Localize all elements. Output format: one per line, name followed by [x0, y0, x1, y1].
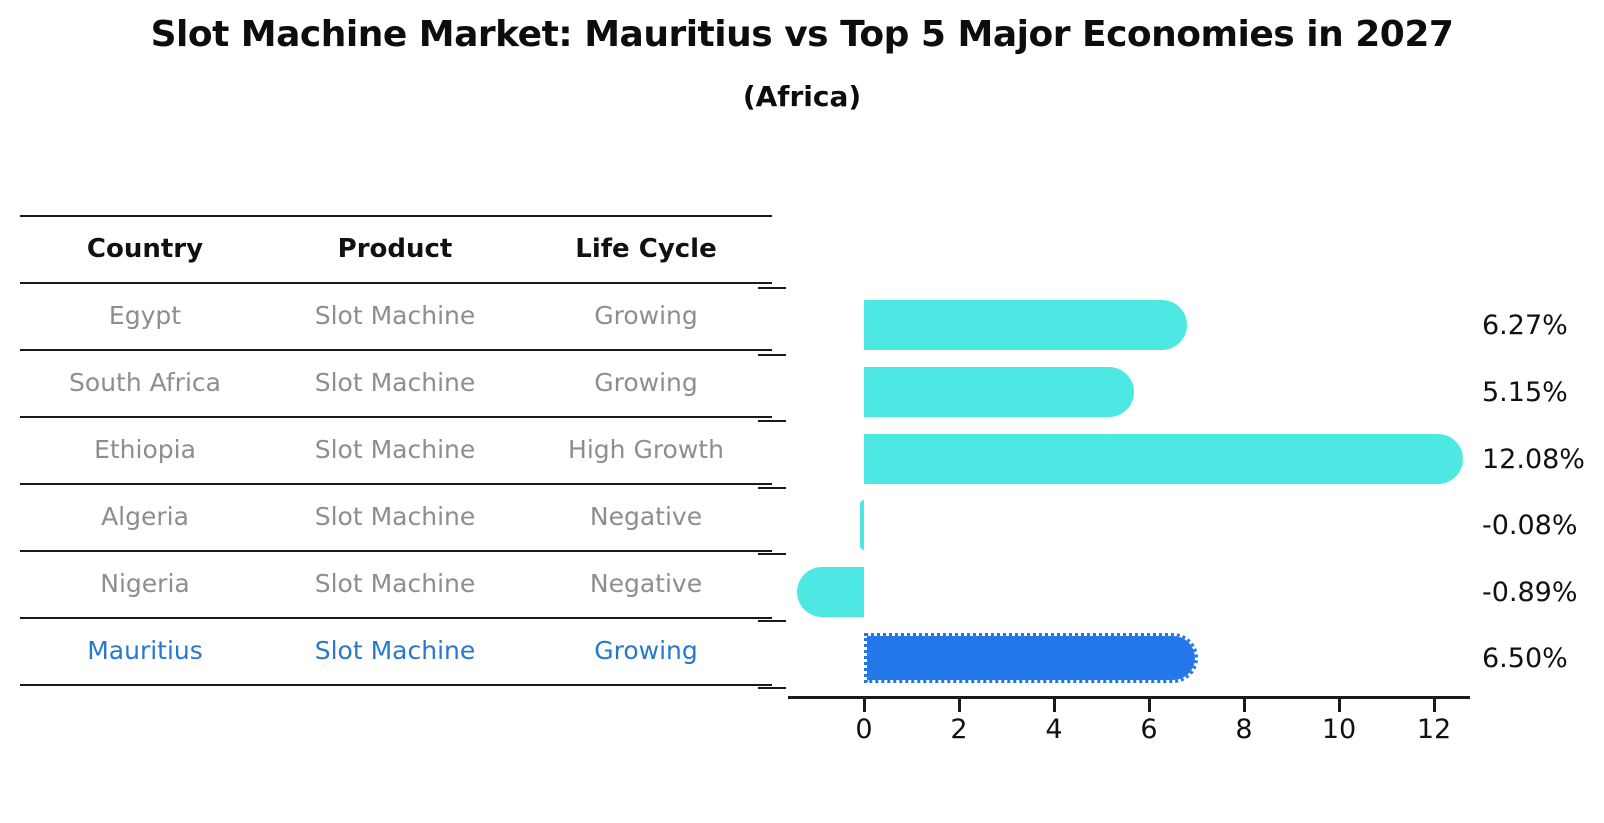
x-axis-tick-label: 8	[1235, 714, 1253, 745]
x-axis-tick	[1243, 699, 1246, 712]
x-axis-tick-label: 10	[1321, 714, 1357, 745]
table-cell-life_cycle: Growing	[594, 635, 698, 665]
table-rule-line	[20, 550, 772, 552]
table-cell-product: Slot Machine	[314, 568, 476, 598]
table-cell-product: Slot Machine	[314, 635, 476, 665]
y-axis-tick	[758, 353, 786, 356]
y-axis-tick	[758, 486, 786, 489]
table-rule-line	[20, 282, 772, 284]
x-axis-tick	[958, 699, 961, 712]
table-cell-product: Slot Machine	[314, 434, 476, 464]
table-header-life-cycle: Life Cycle	[575, 233, 717, 264]
bar-mauritius-highlight	[864, 633, 1198, 684]
bar-value-label: -0.08%	[1482, 510, 1578, 542]
table-rule-line	[20, 215, 772, 217]
table-cell-country: Nigeria	[100, 568, 190, 598]
table-rule-line	[20, 684, 772, 686]
table-rule-line	[20, 349, 772, 351]
table-cell-country: South Africa	[69, 367, 221, 397]
table-rule-line	[20, 416, 772, 418]
bar-nigeria	[796, 566, 864, 617]
x-axis-tick	[1433, 699, 1436, 712]
x-axis-tick	[1148, 699, 1151, 712]
x-axis-tick-label: 0	[855, 714, 873, 745]
y-axis-tick	[758, 287, 786, 289]
table-cell-life_cycle: Negative	[589, 568, 703, 598]
x-axis-tick	[863, 699, 866, 712]
chart-subtitle: (Africa)	[742, 80, 862, 113]
table-cell-life_cycle: High Growth	[568, 434, 724, 464]
x-axis-tick	[1053, 699, 1056, 712]
x-axis-tick-label: 12	[1416, 714, 1452, 745]
y-axis-tick	[758, 553, 786, 556]
table-cell-country: Egypt	[108, 300, 182, 330]
table-cell-life_cycle: Growing	[594, 367, 698, 397]
bar-value-label: 6.27%	[1482, 310, 1568, 342]
bar-value-label: 6.50%	[1482, 643, 1568, 675]
table-cell-country: Ethiopia	[94, 434, 196, 464]
table-rule-line	[20, 617, 772, 619]
x-axis-tick-label: 6	[1140, 714, 1158, 745]
chart-title: Slot Machine Market: Mauritius vs Top 5 …	[150, 14, 1454, 55]
table-header-product: Product	[337, 233, 453, 264]
bar-south-africa	[864, 366, 1134, 417]
table-cell-life_cycle: Negative	[589, 501, 703, 531]
table-cell-product: Slot Machine	[314, 367, 476, 397]
table-cell-life_cycle: Growing	[594, 300, 698, 330]
table-cell-country: Mauritius	[87, 635, 203, 665]
table-cell-country: Algeria	[101, 501, 189, 531]
bar-value-label: -0.89%	[1482, 576, 1578, 608]
x-axis-tick-label: 2	[950, 714, 968, 745]
table-header-country: Country	[86, 233, 204, 264]
bar-value-label: 12.08%	[1482, 443, 1585, 475]
table-cell-product: Slot Machine	[314, 501, 476, 531]
bar-egypt	[864, 300, 1187, 351]
table-cell-product: Slot Machine	[314, 300, 476, 330]
bar-ethiopia	[864, 433, 1463, 484]
bar-algeria	[860, 500, 864, 551]
x-axis-line	[788, 696, 1470, 699]
y-axis-tick	[758, 686, 786, 689]
y-axis-tick	[758, 620, 786, 622]
bar-value-label: 5.15%	[1482, 376, 1568, 408]
y-axis-tick	[758, 420, 786, 423]
x-axis-tick	[1338, 699, 1341, 712]
table-rule-line	[20, 483, 772, 485]
x-axis-tick-label: 4	[1045, 714, 1063, 745]
